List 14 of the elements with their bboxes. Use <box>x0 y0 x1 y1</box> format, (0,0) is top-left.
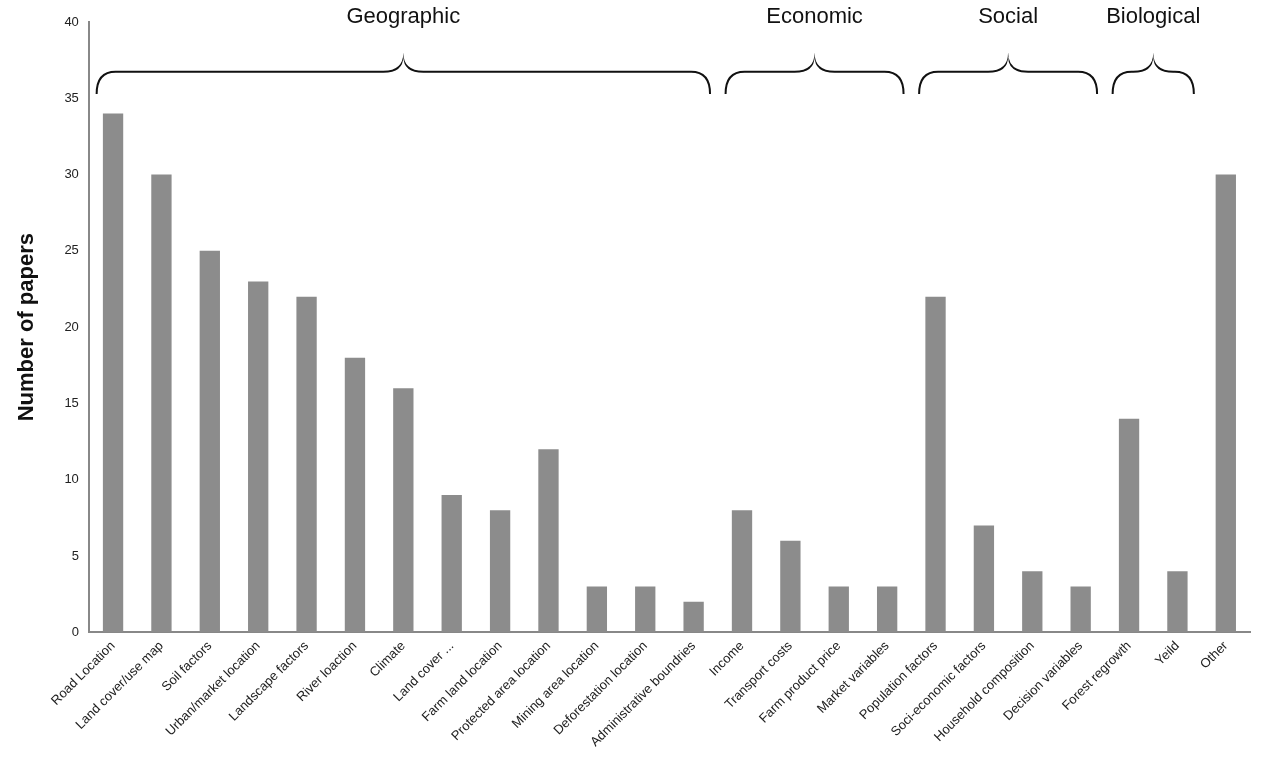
y-tick-label: 35 <box>64 89 79 105</box>
y-axis-title: Number of papers <box>13 233 39 422</box>
annotation: Economic <box>766 3 863 29</box>
y-tick-label: 15 <box>64 395 79 411</box>
y-tick-label: 30 <box>64 166 79 182</box>
annotation: Biological <box>1106 3 1201 29</box>
y-tick-label: 5 <box>71 547 79 563</box>
y-tick-label: 10 <box>64 471 79 487</box>
y-tick-label: 40 <box>64 13 79 29</box>
y-tick-label: 20 <box>64 318 79 334</box>
y-tick-label: 25 <box>64 242 79 258</box>
y-tick-label: 0 <box>71 623 79 639</box>
annotation: Geographic <box>346 3 461 29</box>
annotation: Social <box>978 3 1039 29</box>
